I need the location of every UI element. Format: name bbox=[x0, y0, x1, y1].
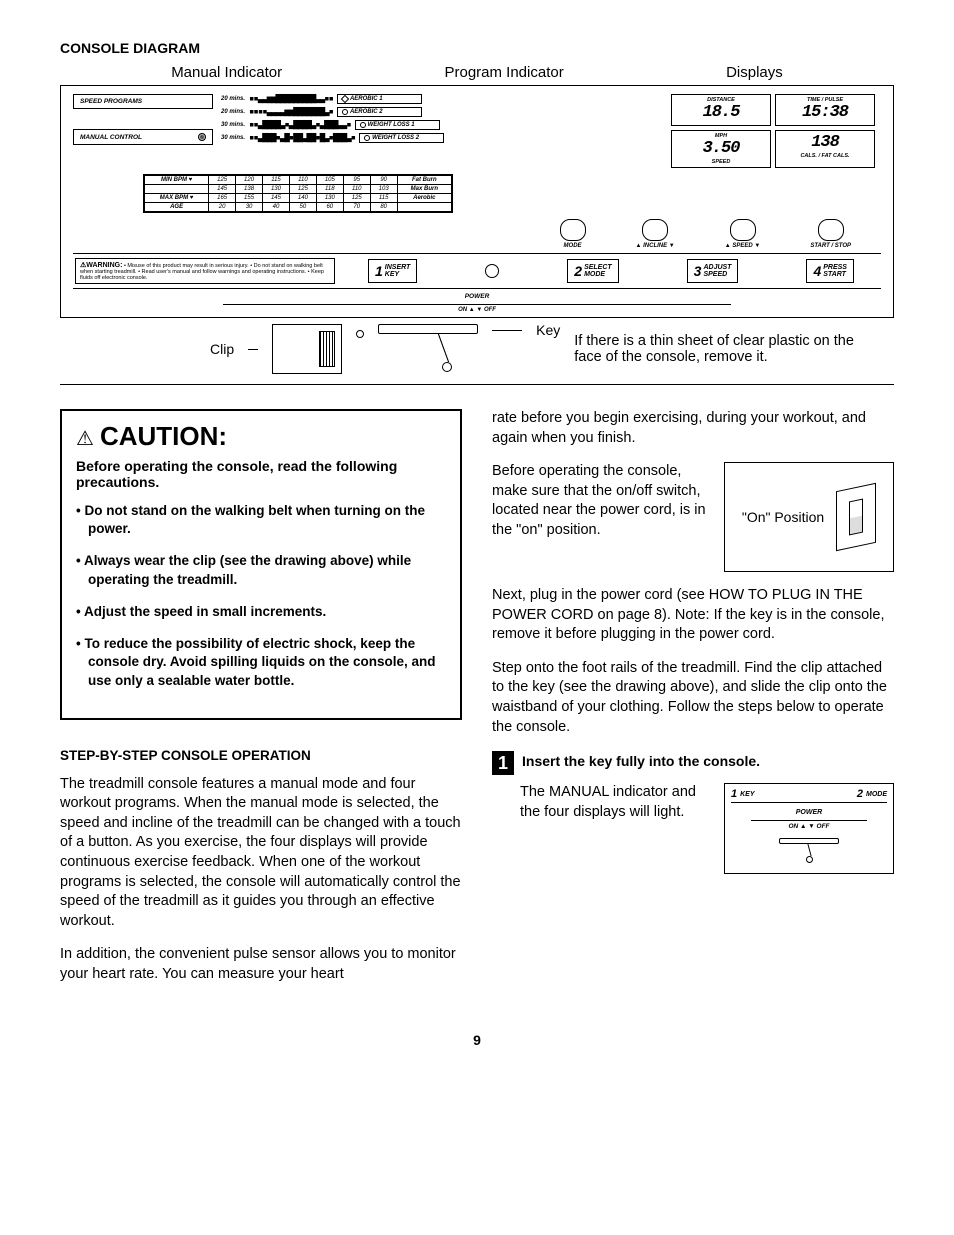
paragraph-switch: Before operating the console, make sure … bbox=[492, 462, 710, 540]
label-displays: Displays bbox=[726, 64, 783, 81]
console-button: MODE bbox=[560, 219, 586, 249]
step-by-step-heading: STEP-BY-STEP CONSOLE OPERATION bbox=[60, 748, 462, 763]
on-off-label: ON ▲ ▼ OFF bbox=[223, 304, 731, 313]
paragraph-rate-cont: rate before you begin exercising, during… bbox=[492, 409, 894, 448]
switch-icon bbox=[836, 483, 876, 552]
program-row: 30 mins.▪▪▃▇▇▇▪▃▇▪▇▇▃▇▇▪▇▃▪▇▇▇▃▪WEIGHT L… bbox=[221, 133, 663, 143]
quickstart-step: 1INSERTKEY bbox=[368, 259, 417, 283]
caution-item: Do not stand on the walking belt when tu… bbox=[76, 502, 446, 538]
console-button: START / STOP bbox=[810, 219, 851, 249]
quickstart-step: 4PRESSSTART bbox=[806, 259, 854, 283]
warning-box: ⚠WARNING: • Misuse of this product may r… bbox=[75, 258, 335, 284]
right-column: rate before you begin exercising, during… bbox=[492, 409, 894, 998]
diagram-top-labels: Manual Indicator Program Indicator Displ… bbox=[90, 64, 864, 81]
display-box: MPH3.50SPEED bbox=[671, 130, 771, 168]
step-1-title: Insert the key fully into the console. bbox=[522, 753, 760, 769]
caution-item: Always wear the clip (see the drawing ab… bbox=[76, 552, 446, 588]
label-manual-indicator: Manual Indicator bbox=[171, 64, 282, 81]
paragraph-intro-2: In addition, the convenient pulse sensor… bbox=[60, 945, 462, 984]
switch-row: Before operating the console, make sure … bbox=[492, 462, 894, 572]
page-number: 9 bbox=[60, 1032, 894, 1048]
step-1-number: 1 bbox=[492, 751, 514, 775]
console-button: ▲ INCLINE ▼ bbox=[636, 219, 675, 249]
key-label: Key bbox=[536, 322, 560, 338]
caution-item: Adjust the speed in small increments. bbox=[76, 603, 446, 621]
program-row: 20 mins.▪▪▃▃▅▅▇▇▇▇▇▇▇▇▇▃▃▪▪AEROBIC 1 bbox=[221, 94, 663, 104]
label-program-indicator: Program Indicator bbox=[444, 64, 563, 81]
divider bbox=[60, 384, 894, 385]
paragraph-plug: Next, plug in the power cord (see HOW TO… bbox=[492, 586, 894, 645]
body-columns: ⚠ CAUTION: Before operating the console,… bbox=[60, 409, 894, 998]
quickstart-step: 2SELECTMODE bbox=[567, 259, 618, 283]
warning-icon: ⚠ bbox=[76, 429, 94, 449]
key-drawing bbox=[378, 324, 478, 372]
page-title: CONSOLE DIAGRAM bbox=[60, 40, 894, 56]
program-row: 20 mins.▪▪▪▪▃▃▃▃▅▅▇▇▇▇▇▇▇▃▪AEROBIC 2 bbox=[221, 107, 663, 117]
switch-figure: "On" Position bbox=[724, 462, 894, 572]
paragraph-clip: Step onto the foot rails of the treadmil… bbox=[492, 659, 894, 737]
console-button: ▲ SPEED ▼ bbox=[725, 219, 761, 249]
console-diagram: SPEED PROGRAMS MANUAL CONTROL 20 mins.▪▪… bbox=[60, 85, 894, 318]
main-button-row: MODE ▲ INCLINE ▼ ▲ SPEED ▼ START / STOP bbox=[73, 219, 881, 249]
display-box: TIME / PULSE15:38 bbox=[775, 94, 875, 126]
program-row: 30 mins.▪▪▃▇▇▇▇▃▪▃▇▇▇▇▃▪▃▇▇▇▃▃▪WEIGHT LO… bbox=[221, 120, 663, 130]
manual-led-icon bbox=[198, 133, 206, 141]
clip-drawing bbox=[272, 324, 342, 374]
caution-lead: Before operating the console, read the f… bbox=[76, 458, 446, 490]
on-position-label: "On" Position bbox=[742, 509, 824, 525]
display-panel: DISTANCE18.5TIME / PULSE15:38MPH3.50SPEE… bbox=[671, 94, 881, 168]
power-label: POWER bbox=[73, 293, 881, 300]
caution-box: ⚠ CAUTION: Before operating the console,… bbox=[60, 409, 462, 720]
plastic-note: If there is a thin sheet of clear plasti… bbox=[574, 333, 854, 365]
warning-step-row: ⚠WARNING: • Misuse of this product may r… bbox=[73, 253, 881, 289]
step-1-text: The MANUAL indicator and the four displa… bbox=[520, 783, 710, 874]
clip-key-row: Clip Key If there is a thin sheet of cle… bbox=[60, 324, 894, 374]
quickstart-step: 3ADJUSTSPEED bbox=[687, 259, 739, 283]
bpm-table: MIN BPM ♥1251201151101059590Fat Burn1451… bbox=[143, 174, 453, 213]
display-box: 138CALS. / FAT CALS. bbox=[775, 130, 875, 168]
clip-label: Clip bbox=[210, 341, 234, 357]
step-1-figure: 1 KEY 2 MODE POWER ON ▲ ▼ OFF bbox=[724, 783, 894, 874]
caution-list: Do not stand on the walking belt when tu… bbox=[76, 502, 446, 690]
display-box: DISTANCE18.5 bbox=[671, 94, 771, 126]
speed-programs-box: SPEED PROGRAMS bbox=[73, 94, 213, 109]
key-slot-icon bbox=[485, 264, 499, 278]
caution-item: To reduce the possibility of electric sh… bbox=[76, 635, 446, 690]
step-1-body: The MANUAL indicator and the four displa… bbox=[520, 783, 894, 874]
program-list: 20 mins.▪▪▃▃▅▅▇▇▇▇▇▇▇▇▇▃▃▪▪AEROBIC 1 20 m… bbox=[221, 94, 663, 168]
left-column: ⚠ CAUTION: Before operating the console,… bbox=[60, 409, 462, 998]
step-1-row: 1 Insert the key fully into the console. bbox=[492, 751, 894, 775]
manual-control-box: MANUAL CONTROL bbox=[73, 129, 213, 145]
caution-word: CAUTION: bbox=[100, 421, 227, 452]
paragraph-intro-1: The treadmill console features a manual … bbox=[60, 775, 462, 932]
